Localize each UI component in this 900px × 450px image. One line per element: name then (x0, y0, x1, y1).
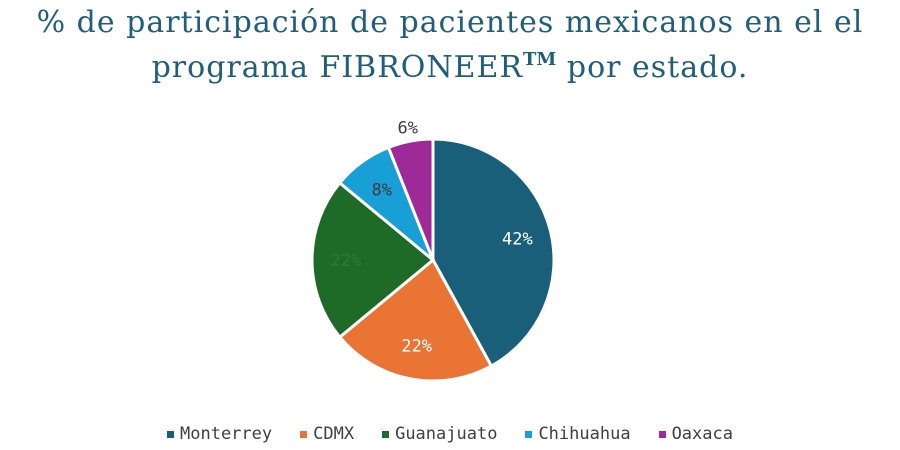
legend: Monterrey CDMX Guanajuato Chihuahua Oaxaca (0, 424, 900, 444)
pie-data-labels: 42% 22% 22% 8% 6% (331, 118, 533, 356)
legend-swatch-monterrey (167, 430, 174, 438)
data-label-oaxaca: 6% (397, 118, 417, 138)
legend-item-oaxaca: Oaxaca (658, 424, 733, 444)
legend-label-chihuahua: Chihuahua (538, 424, 631, 444)
legend-item-chihuahua: Chihuahua (525, 424, 631, 444)
chart-title-end: por estado. (556, 50, 749, 85)
data-label-monterrey: 42% (502, 229, 533, 249)
trademark-mark: TM (523, 49, 557, 70)
legend-swatch-guanajuato (382, 430, 390, 438)
legend-swatch-chihuahua (525, 430, 533, 438)
pie-slice-monterrey (431, 137, 556, 369)
chart-title-main: % de participación de pacientes mexicano… (36, 5, 864, 85)
legend-label-cdmx: CDMX (313, 424, 355, 444)
pie-slice-oaxaca (386, 137, 435, 261)
legend-item-monterrey: Monterrey (167, 424, 272, 444)
data-label-chihuahua: 8% (372, 181, 392, 201)
legend-label-monterrey: Monterrey (180, 424, 273, 444)
legend-label-guanajuato: Guanajuato (395, 424, 498, 444)
legend-item-cdmx: CDMX (300, 424, 354, 444)
pie-slice-cdmx (337, 257, 494, 383)
data-label-cdmx: 22% (401, 337, 432, 357)
data-label-guanajuato: 22% (331, 251, 362, 271)
pie-slices (310, 137, 556, 383)
legend-swatch-cdmx (300, 430, 308, 438)
legend-label-oaxaca: Oaxaca (671, 424, 733, 444)
pie-slice-guanajuato (310, 180, 436, 340)
legend-item-guanajuato: Guanajuato (382, 424, 497, 444)
chart-title: % de participación de pacientes mexicano… (0, 4, 900, 86)
legend-swatch-oaxaca (658, 430, 666, 438)
